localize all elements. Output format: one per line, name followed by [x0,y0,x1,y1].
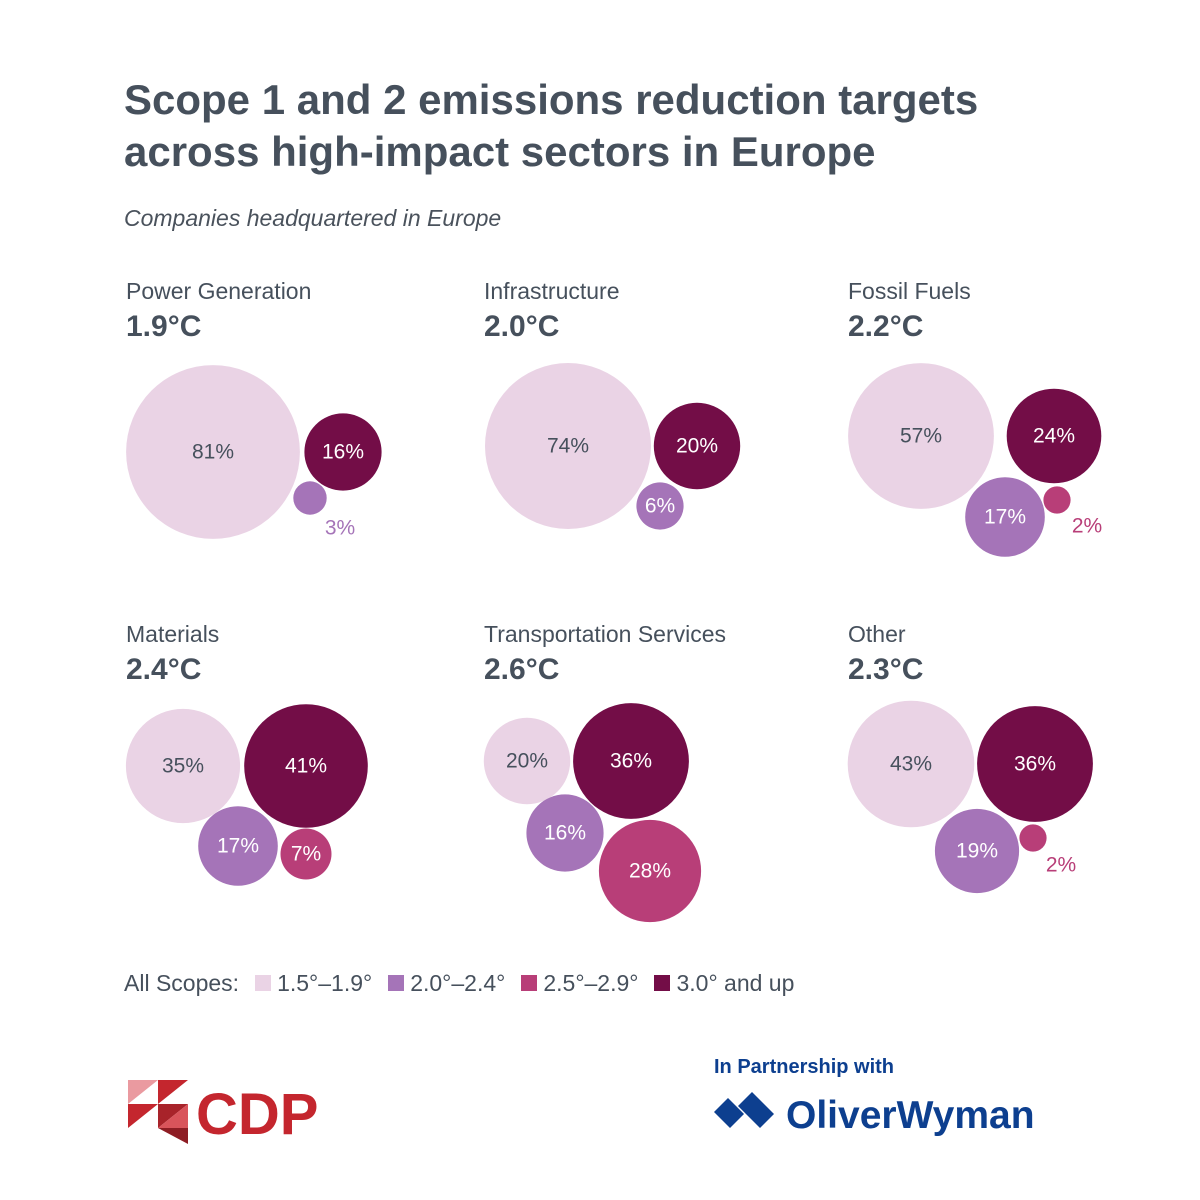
sector-bubble-chart: 35% 17% 7% 41% [125,704,368,886]
bubble-1-5 [125,708,241,824]
legend-text-2-0: 2.0°–2.4° [410,969,506,996]
sector-name: Power Generation [126,278,312,304]
bubble-label-1-5: 20% [506,750,548,773]
bubble-label-2-5: 2% [1072,515,1102,538]
legend-text-3-0: 3.0° and up [676,969,795,996]
bubble-label-2-0: 17% [217,835,259,858]
bubble-label-1-5: 57% [900,425,942,448]
sector-bubble-chart: 74% 6% 20% [485,363,741,530]
sector-bubble-chart: 57% 17% 2% 24% [848,363,1102,557]
sector-panel: 43% 19% 2% 36% Other 2.3°C [847,621,1188,921]
bubble-label-1-5: 35% [162,755,204,778]
bubble-3-0 [1006,388,1102,484]
bubble-label-3-0: 36% [610,750,652,773]
bubble-1-5 [126,365,300,539]
bubble-label-3-0: 41% [285,755,327,778]
bubble-label-2-0: 3% [325,517,355,540]
sector-panel: 81% 3% 16% Power Generation 1.9°C [126,278,466,578]
sector-panel: 35% 17% 7% 41% Materials 2.4°C [125,621,466,921]
bubble-2-5 [598,819,702,923]
bubble-2-0 [934,808,1020,894]
bubble-label-2-0: 17% [984,506,1026,529]
bubble-label-3-0: 36% [1014,753,1056,776]
legend-item-1-5: 1.5°–1.9° [255,970,372,997]
bubble-1-5 [847,700,975,828]
sector-name: Fossil Fuels [848,278,971,304]
bubble-label-1-5: 74% [547,435,589,458]
bubble-2-0 [198,806,278,886]
bubble-2-0 [526,794,604,872]
bubble-2-5 [280,828,332,880]
legend-item-2-0: 2.0°–2.4° [388,970,505,997]
partner-label: In Partnership with [714,1056,895,1078]
legend-swatch-3-0 [654,975,671,991]
bubble-label-2-0: 19% [956,840,998,863]
oliver-wyman-logo-text: OliverWyman [786,1094,1035,1137]
chart-title-line-2: across high-impact sectors in Europe [124,128,876,175]
sector-bubble-chart: 81% 3% 16% [126,365,382,540]
chart-title: Scope 1 and 2 emissions reduction target… [124,74,978,178]
chart-subtitle: Companies headquartered in Europe [124,205,502,231]
sector-name: Infrastructure [484,278,620,304]
bubble-1-5 [848,363,994,509]
cdp-logo-mark [128,1080,188,1144]
bubble-label-1-5: 81% [192,441,234,464]
bubble-label-2-0: 16% [544,822,586,845]
bubble-2-5 [1019,824,1047,852]
sector-temperature: 2.0°C [484,310,560,343]
bubble-1-5 [483,717,571,805]
legend-label: All Scopes: [124,969,240,996]
sector-temperature: 2.3°C [848,653,924,686]
legend-swatch-2-5 [521,975,538,991]
chart-title-line-1: Scope 1 and 2 emissions reduction target… [124,76,979,123]
bubble-3-0 [304,413,382,491]
bubble-2-0 [293,481,327,515]
cdp-logo: CDP [128,1080,318,1147]
bubble-3-0 [244,704,368,828]
oliver-wyman-logo-mark [714,1092,774,1128]
sector-temperature: 2.2°C [848,310,924,343]
bubble-3-0 [977,706,1093,822]
bubble-2-0 [965,477,1045,557]
bubble-label-2-5: 7% [291,843,321,866]
sector-panel: 57% 17% 2% 24% Fossil Fuels 2.2°C [848,278,1188,578]
sector-panel: 74% 6% 20% Infrastructure 2.0°C [484,278,824,578]
oliver-wyman-logo: OliverWyman [714,1092,1035,1137]
bubble-1-5 [485,363,651,529]
bubble-2-5 [1043,486,1071,514]
sector-name: Other [848,621,906,647]
bubble-label-2-0: 6% [645,495,675,518]
legend-swatch-2-0 [388,975,405,991]
cdp-logo-text: CDP [196,1082,318,1147]
bubble-3-0 [653,402,741,490]
bubble-label-3-0: 16% [322,441,364,464]
sector-temperature: 1.9°C [126,310,202,343]
legend-text-1-5: 1.5°–1.9° [277,969,373,996]
bubble-label-3-0: 24% [1033,425,1075,448]
legend: All Scopes: 1.5°–1.9° 2.0°–2.4° 2.5°–2.9… [124,966,810,1000]
sector-temperature: 2.4°C [126,653,202,686]
bubble-label-2-5: 28% [629,860,671,883]
sector-temperature: 2.6°C [484,653,560,686]
bubble-label-1-5: 43% [890,753,932,776]
bubble-label-2-5: 2% [1046,854,1076,877]
legend-swatch-1-5 [255,975,272,991]
bubble-2-0 [636,482,684,530]
legend-item-2-5: 2.5°–2.9° [521,970,638,997]
sector-panel: 20% 16% 28% 36% Transportation Services 2.6°C [483,621,824,923]
sector-name: Materials [126,621,220,647]
sector-bubble-chart: 43% 19% 2% 36% [847,700,1093,894]
legend-item-3-0: 3.0° and up [654,970,794,997]
sector-name: Transportation Services [484,621,727,647]
legend-text-2-5: 2.5°–2.9° [543,969,639,996]
bubble-label-3-0: 20% [676,435,718,458]
sector-bubble-chart: 20% 16% 28% 36% [483,703,702,923]
bubble-3-0 [573,703,689,819]
